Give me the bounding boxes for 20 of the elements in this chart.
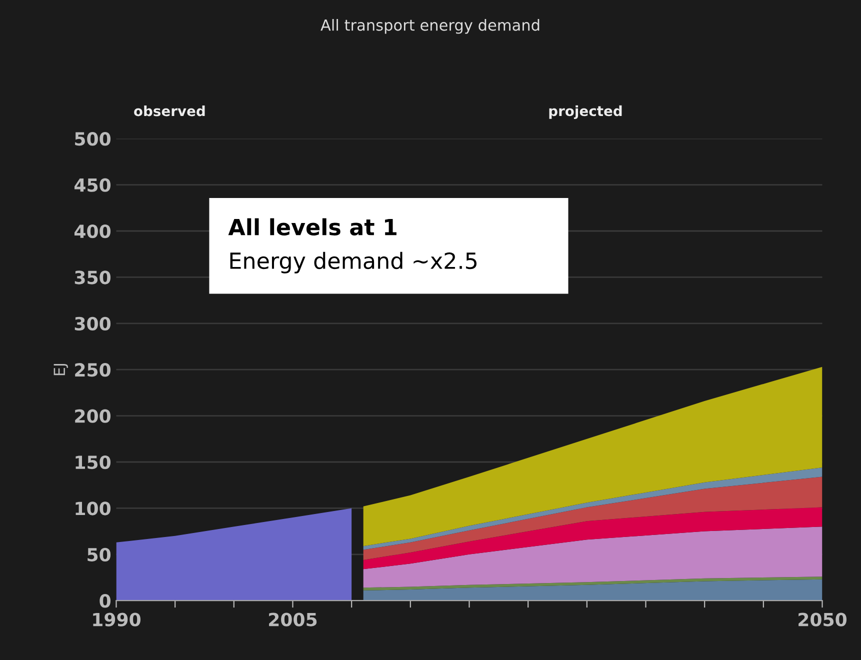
y-tick-label: 0	[100, 594, 111, 608]
y-tick-label: 400	[74, 224, 111, 238]
chart-title: All transport energy demand	[320, 19, 540, 34]
text: observed	[134, 105, 205, 116]
y-tick-label: 100	[76, 502, 111, 516]
text: projected	[549, 105, 622, 119]
annotation: Energy demand ~x2.5	[230, 252, 476, 274]
y-tick-label: 450	[74, 178, 111, 192]
x-tick-label: 1990	[93, 612, 140, 626]
x-tick-label: 2050	[798, 612, 847, 626]
y-tick-label: 300	[74, 316, 111, 331]
annotation: All levels at 1	[228, 218, 396, 236]
y-tick-label: 200	[75, 409, 111, 423]
y-tick-label: 250	[75, 363, 111, 377]
y-tick-label: 500	[75, 132, 111, 146]
y-tick-label: 150	[76, 455, 111, 470]
y-axis-title: EJ	[54, 364, 68, 376]
y-tick-label: 350	[74, 270, 111, 284]
y-tick-label: 50	[88, 548, 111, 562]
x-tick-label: 2005	[269, 612, 317, 626]
